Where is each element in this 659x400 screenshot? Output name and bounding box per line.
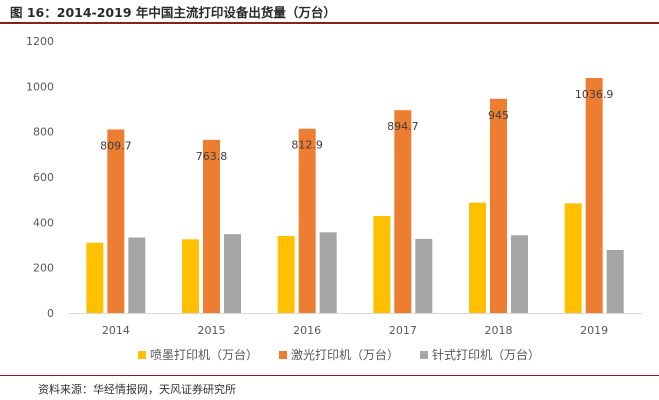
- title-divider: [0, 22, 659, 24]
- y-tick-label: 200: [33, 262, 54, 275]
- bar: [203, 139, 220, 313]
- x-tick-label: 2018: [485, 324, 513, 337]
- legend-swatch: [279, 351, 287, 359]
- bar: [606, 249, 624, 313]
- legend-label: 针式打印机（万台）: [432, 347, 540, 362]
- bar: [298, 128, 316, 313]
- x-tick-label: 2019: [580, 324, 608, 337]
- bar: [585, 77, 603, 313]
- bar: [564, 203, 582, 313]
- y-tick-label: 800: [33, 126, 54, 139]
- bar: [415, 238, 433, 313]
- bar: [319, 232, 337, 313]
- bar: [86, 242, 104, 313]
- x-tick-label: 2014: [102, 324, 130, 337]
- x-tick-label: 2015: [198, 324, 226, 337]
- bar: [224, 234, 241, 313]
- bar: [469, 202, 486, 313]
- legend-label: 激光打印机（万台）: [291, 347, 399, 362]
- data-label: 812.9: [291, 139, 323, 152]
- bar: [277, 235, 295, 313]
- bar: [182, 239, 199, 313]
- source-note: 资料来源：华经情报网，天风证券研究所: [38, 383, 236, 396]
- data-label: 945: [488, 109, 509, 122]
- y-tick-label: 1000: [26, 80, 54, 93]
- bar: [128, 237, 146, 313]
- data-label: 894.7: [387, 120, 419, 133]
- x-tick-label: 2016: [293, 324, 321, 337]
- bar: [511, 235, 528, 313]
- bar: [107, 129, 125, 313]
- data-label: 1036.9: [575, 88, 614, 101]
- x-tick-label: 2017: [389, 324, 417, 337]
- source-divider: [0, 375, 659, 376]
- legend-swatch: [138, 351, 146, 359]
- bar: [490, 98, 507, 313]
- data-label: 763.8: [196, 150, 228, 163]
- data-label: 809.7: [100, 139, 132, 152]
- y-tick-label: 600: [33, 171, 54, 184]
- y-tick-label: 1200: [26, 35, 54, 48]
- bar: [394, 110, 412, 314]
- bar: [373, 215, 391, 313]
- y-tick-label: 400: [33, 216, 54, 229]
- legend-label: 喷墨打印机（万台）: [150, 347, 258, 362]
- chart-title: 图 16：2014-2019 年中国主流打印设备出货量（万台）: [10, 5, 336, 20]
- y-tick-label: 0: [47, 307, 54, 320]
- legend-swatch: [420, 351, 428, 359]
